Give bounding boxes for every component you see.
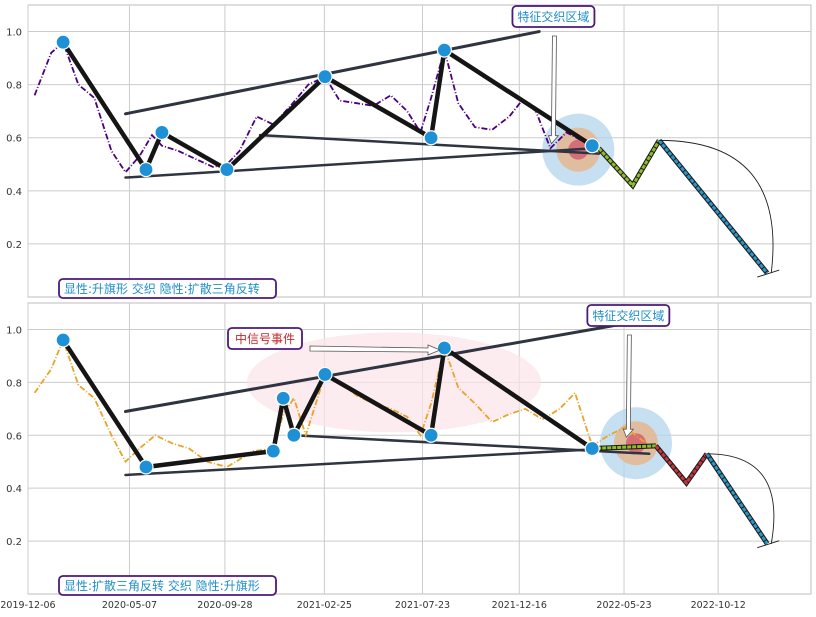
bottom-y-tick-label: 0.8 (6, 378, 22, 389)
bottom-pattern-label-box (58, 575, 277, 596)
top-pattern-label-box (58, 278, 277, 299)
top-price-series-line (33, 40, 593, 174)
top-pattern-label: 显性:升旗形 交织 隐性:扩散三角反转 (64, 281, 260, 296)
bottom-trend-line (123, 322, 624, 413)
signal-event-label: 中信号事件 (235, 331, 295, 346)
top-pattern-point (55, 34, 71, 50)
top-y-tick-label: 0.4 (6, 187, 22, 198)
top-pattern-point (584, 138, 600, 154)
x-tick-label: 2022-10-12 (691, 600, 746, 611)
x-tick-label: 2019-12-06 (0, 600, 55, 611)
top-forecast-green (597, 139, 661, 189)
bottom-pattern-point (317, 366, 333, 383)
x-tick-label: 2020-05-07 (102, 600, 157, 611)
x-tick-label: 2022-05-23 (596, 600, 651, 611)
x-tick-label: 2021-12-16 (492, 600, 547, 611)
x-tick-label: 2021-07-23 (395, 600, 450, 611)
bottom-forecast-green (592, 444, 656, 450)
bottom-pattern-point (423, 427, 439, 443)
top-pattern-point (317, 69, 333, 85)
bottom-pattern-point (275, 390, 291, 406)
bottom-pattern-point (584, 440, 600, 457)
bottom-y-tick-label: 1.0 (6, 325, 22, 336)
bottom-feature-arrow (622, 334, 635, 438)
top-y-tick-label: 0.8 (6, 81, 22, 92)
bottom-y-tick-label: 0.6 (6, 431, 22, 442)
top-pattern-point (138, 161, 154, 178)
bottom-forecast-arc (706, 453, 775, 544)
top-y-tick-label: 0.6 (6, 134, 22, 145)
top-pattern-point (154, 124, 170, 141)
signal-event-arrow (309, 344, 442, 356)
top-forecast-bracket (757, 269, 780, 278)
x-tick-label: 2020-09-28 (197, 600, 252, 611)
bottom-pattern-point (265, 443, 281, 459)
top-pattern-point (423, 130, 439, 146)
top-pattern-point (219, 161, 235, 178)
bottom-feature-box-label: 特征交织区域 (592, 308, 664, 323)
signal-region-ellipse (246, 332, 541, 433)
bottom-pattern-point (286, 427, 302, 443)
top-trend-line (123, 30, 541, 116)
bottom-y-tick-label: 0.2 (6, 537, 22, 548)
bottom-pattern-point (138, 459, 154, 475)
top-plot-area (27, 4, 812, 298)
bottom-pattern-point (55, 332, 71, 348)
bottom-forecast-bracket (757, 540, 780, 549)
top-feature-box (511, 5, 596, 28)
bottom-forecast-blue (705, 452, 769, 545)
bottom-forecast-red (654, 444, 709, 486)
bottom-pattern-label: 显性:扩散三角反转 交织 隐性:升旗形 (64, 578, 260, 593)
bottom-y-tick-label: 0.4 (6, 484, 22, 495)
top-trend-line (124, 147, 594, 179)
top-feature-box-label: 特征交织区域 (517, 9, 589, 24)
top-forecast-arc (659, 139, 774, 274)
bottom-pattern-point (436, 340, 452, 356)
bottom-feature-box (586, 304, 671, 327)
top-pattern-point (436, 42, 452, 58)
top-y-tick-label: 1.0 (6, 28, 22, 39)
top-forecast-blue (658, 139, 769, 275)
top-feature-arrow (547, 35, 560, 145)
signal-event-box (227, 327, 303, 350)
x-tick-label: 2021-02-25 (297, 600, 352, 611)
top-y-tick-label: 0.2 (6, 240, 22, 251)
bottom-feature-halo-core (625, 433, 646, 454)
